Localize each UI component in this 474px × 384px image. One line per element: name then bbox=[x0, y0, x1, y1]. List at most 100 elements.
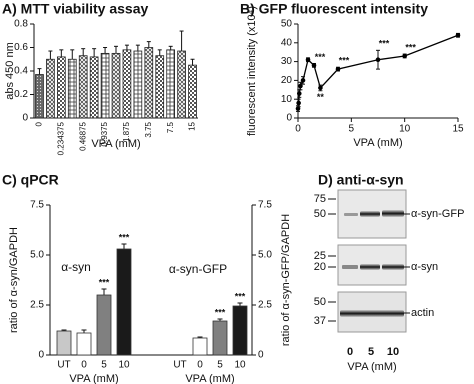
y-tick-label: 40 bbox=[281, 37, 293, 48]
band bbox=[382, 264, 404, 270]
bar-annotation: *** bbox=[235, 291, 246, 301]
band bbox=[344, 213, 358, 216]
bar bbox=[133, 50, 143, 119]
bar bbox=[56, 330, 72, 356]
y-tick-label: 2.5 bbox=[258, 300, 272, 311]
point bbox=[375, 57, 381, 63]
point bbox=[402, 53, 407, 59]
x-axis-label: VPA (mM) bbox=[91, 138, 140, 150]
y-axis-label: abs 450 nm bbox=[4, 42, 16, 99]
bar bbox=[188, 64, 197, 119]
marker-label: 50 bbox=[314, 208, 326, 220]
band-label: actin bbox=[411, 307, 434, 319]
bar bbox=[144, 47, 154, 119]
bar bbox=[177, 50, 186, 119]
series-label: α-syn bbox=[61, 260, 91, 274]
bar bbox=[232, 305, 248, 356]
x-tick-label: 15 bbox=[188, 121, 197, 130]
x-tick-label: 15 bbox=[452, 124, 464, 135]
point bbox=[311, 63, 317, 68]
lane-label: 5 bbox=[368, 346, 374, 358]
bar bbox=[111, 52, 121, 119]
x-tick-label: 1.875 bbox=[122, 121, 131, 142]
panel-title: B) GFP fluorescent intensity bbox=[240, 1, 428, 17]
y-tick-label: 0.8 bbox=[14, 19, 28, 30]
y-tick-label: 5.0 bbox=[258, 250, 272, 261]
bar bbox=[89, 56, 99, 119]
y-axis-label: fluorescent intensity (x10⁴) bbox=[246, 6, 258, 136]
band bbox=[360, 264, 380, 270]
y-tick-label: 0.6 bbox=[14, 42, 28, 53]
y-tick-label: 7.5 bbox=[30, 200, 44, 211]
panel-title: A) MTT viability assay bbox=[2, 1, 148, 17]
bar bbox=[76, 332, 92, 356]
bar bbox=[96, 294, 112, 356]
x-tick-label: 10 bbox=[399, 124, 411, 135]
x-tick-label: 0 bbox=[197, 360, 203, 371]
x-tick-label: 7.5 bbox=[166, 121, 175, 133]
x-tick-label: UT bbox=[173, 360, 186, 371]
x-tick-label: 0 bbox=[295, 124, 301, 135]
y-tick-label: 10 bbox=[281, 94, 293, 105]
point-label: *** bbox=[405, 42, 416, 52]
x-tick-label: 0.9375 bbox=[100, 121, 109, 146]
bar bbox=[78, 55, 88, 119]
y-tick-label: 0 bbox=[258, 350, 264, 361]
x-tick-label: 5 bbox=[217, 360, 223, 371]
band bbox=[382, 210, 404, 217]
y-tick-label: 0.2 bbox=[14, 89, 28, 100]
bar bbox=[100, 52, 110, 119]
bar bbox=[116, 248, 132, 356]
x-axis-label: VPA (mM) bbox=[69, 373, 118, 384]
y-axis-label: ratio of α-syn/GAPDH bbox=[8, 227, 20, 333]
y-tick-label: 7.5 bbox=[258, 200, 272, 211]
bar bbox=[166, 49, 176, 119]
x-tick-label: 0 bbox=[81, 360, 87, 371]
point bbox=[305, 57, 311, 63]
point-label: *** bbox=[379, 39, 390, 49]
y-tick-label: 20 bbox=[281, 75, 293, 86]
series-label: α-syn-GFP bbox=[169, 262, 227, 276]
band-label: α-syn bbox=[411, 261, 438, 273]
bar bbox=[56, 56, 66, 119]
point bbox=[295, 106, 301, 111]
bar bbox=[35, 74, 44, 119]
x-tick-label: 3.75 bbox=[144, 121, 153, 137]
y-tick-label: 5.0 bbox=[30, 250, 44, 261]
band bbox=[360, 211, 380, 217]
point bbox=[318, 85, 323, 91]
x-axis-label: VPA (mM) bbox=[347, 361, 396, 373]
y-tick-label: 0.4 bbox=[14, 66, 28, 77]
blot bbox=[337, 189, 407, 333]
y-tick-label: 30 bbox=[281, 56, 293, 67]
marker-label: 37 bbox=[314, 315, 326, 327]
bar bbox=[122, 49, 132, 119]
x-tick-label: 10 bbox=[234, 360, 246, 371]
panel-title: D) anti-α-syn bbox=[318, 172, 404, 188]
point bbox=[296, 100, 301, 106]
marker-label: 50 bbox=[314, 296, 326, 308]
bar bbox=[155, 55, 165, 119]
marker-label: 25 bbox=[314, 250, 326, 262]
y-axis-label: ratio of α-syn-GFP/GAPDH bbox=[280, 214, 292, 346]
x-tick-label: 10 bbox=[118, 360, 130, 371]
y-tick-label: 0 bbox=[38, 350, 44, 361]
bar-annotation: *** bbox=[119, 232, 130, 242]
marker-label: 75 bbox=[314, 193, 326, 205]
y-tick-label: 0 bbox=[22, 113, 28, 124]
marker-label: 20 bbox=[314, 261, 326, 273]
band bbox=[340, 310, 404, 317]
point bbox=[455, 32, 461, 38]
x-tick-label: 0.234375 bbox=[56, 121, 65, 155]
lane-label: 0 bbox=[347, 346, 353, 358]
bar-annotation: *** bbox=[99, 277, 110, 287]
x-tick-label: 5 bbox=[349, 124, 355, 135]
y-tick-label: 50 bbox=[281, 19, 293, 30]
x-axis-label: VPA (mM) bbox=[185, 373, 234, 384]
bar-annotation: *** bbox=[215, 307, 226, 317]
x-axis-label: VPA (mM) bbox=[353, 137, 402, 149]
bar bbox=[192, 337, 208, 356]
point-label: *** bbox=[315, 52, 326, 62]
